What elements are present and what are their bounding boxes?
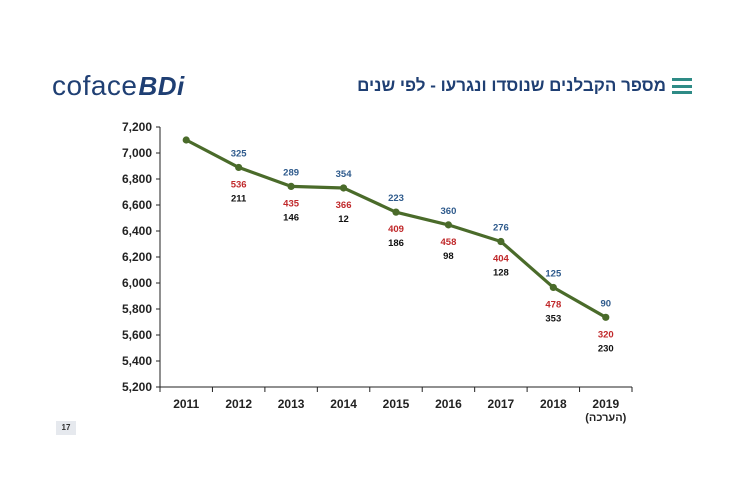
page-number: 17 (56, 421, 76, 435)
closed-label: 404 (493, 254, 510, 265)
y-tick-label: 6,000 (122, 276, 152, 290)
menu-lines-icon (672, 78, 692, 94)
net-label: 211 (231, 193, 247, 204)
x-tick-label: 2016 (435, 397, 462, 411)
net-label: 230 (598, 343, 614, 354)
founded-label: 125 (545, 268, 562, 279)
y-tick-label: 7,000 (122, 146, 152, 160)
data-point (339, 184, 348, 192)
x-tick-label: 2014 (330, 397, 357, 411)
closed-label: 320 (598, 329, 614, 340)
net-label: 146 (283, 212, 299, 223)
founded-label: 223 (388, 193, 404, 204)
x-tick-label: 2017 (488, 397, 515, 411)
founded-label: 90 (600, 298, 611, 309)
y-tick-label: 6,400 (122, 224, 152, 238)
y-tick-label: 5,800 (122, 302, 152, 316)
founded-label: 276 (493, 223, 509, 234)
coface-bdi-logo: coface BDi (52, 70, 185, 102)
data-point (287, 182, 295, 191)
founded-label: 354 (336, 169, 353, 180)
chart-title: מספר הקבלנים שנוסדו ונגרעו - לפי שנים (357, 76, 666, 95)
founded-label: 289 (283, 167, 299, 178)
x-tick-label: 2013 (278, 397, 305, 411)
y-tick-label: 5,200 (122, 380, 152, 394)
closed-label: 536 (231, 179, 247, 190)
x-tick-label: 2012 (225, 397, 252, 411)
x-tick-label: 2011 (173, 397, 199, 411)
x-tick-label: 2019 (592, 397, 619, 411)
data-point (549, 283, 557, 292)
closed-label: 435 (283, 198, 300, 209)
logo-suffix: BDi (138, 71, 185, 101)
data-point (235, 163, 243, 172)
data-point (182, 136, 190, 144)
closed-label: 409 (388, 224, 404, 235)
data-point (602, 313, 610, 321)
y-tick-label: 6,200 (122, 250, 152, 264)
net-label: 98 (443, 251, 454, 262)
closed-label: 366 (336, 200, 352, 211)
closed-label: 458 (441, 237, 457, 248)
x-tick-label: 2018 (540, 397, 567, 411)
net-label: 186 (388, 238, 404, 249)
data-point (497, 237, 505, 246)
y-tick-label: 5,600 (122, 328, 152, 342)
closed-label: 478 (545, 299, 561, 310)
logo-text: coface (52, 70, 138, 101)
data-point (392, 208, 400, 216)
title-area: מספר הקבלנים שנוסדו ונגרעו - לפי שנים (357, 76, 692, 96)
y-tick-label: 6,600 (122, 198, 152, 212)
y-tick-label: 6,800 (122, 172, 152, 186)
founded-label: 360 (441, 206, 457, 217)
net-label: 12 (338, 214, 349, 225)
founded-label: 325 (231, 148, 248, 159)
x-tick-sublabel: (הערכה) (585, 412, 626, 424)
data-point (444, 221, 453, 229)
net-label: 353 (545, 313, 561, 324)
net-label: 128 (493, 268, 509, 279)
y-tick-label: 7,200 (122, 120, 152, 134)
x-tick-label: 2015 (383, 397, 410, 411)
y-tick-label: 5,400 (122, 354, 152, 368)
